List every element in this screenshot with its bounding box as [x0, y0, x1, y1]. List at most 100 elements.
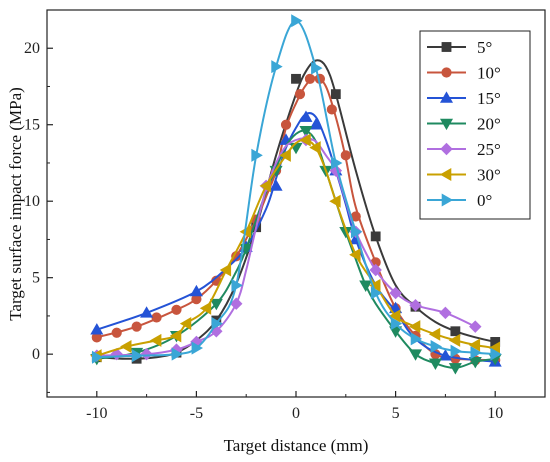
series-5-point — [369, 263, 382, 277]
series-2-point — [294, 89, 306, 100]
legend-marker — [441, 193, 454, 207]
series-6-point — [169, 329, 182, 343]
legend-marker — [439, 167, 452, 182]
legend-item: 20° — [427, 115, 501, 134]
series-7-point — [350, 225, 363, 239]
x-axis-title: Target distance (mm) — [224, 436, 369, 455]
series-7-point — [470, 346, 482, 360]
series-3-point — [299, 110, 313, 122]
series-6-point — [428, 327, 441, 341]
series-4-point — [468, 357, 482, 369]
series-6-point — [120, 340, 132, 354]
series-7-point — [171, 347, 184, 361]
series-6-point — [388, 309, 401, 323]
series-4-point — [428, 358, 442, 370]
series-3-point — [90, 323, 104, 335]
series-4-point — [359, 280, 373, 292]
series-6-point — [448, 333, 461, 347]
series-5-point — [409, 298, 422, 312]
series-2-point — [131, 321, 142, 332]
legend: 5° 10° 15° 20° 25° 30° 0° — [419, 30, 531, 220]
series-3-point — [309, 118, 323, 130]
legend-label: 0° — [477, 191, 492, 210]
series-5-point — [469, 320, 482, 333]
series-4-point — [409, 349, 423, 361]
series-2-point — [111, 327, 122, 338]
series-2-line — [96, 76, 496, 362]
series-7-point — [271, 60, 283, 74]
series-4-point — [448, 363, 462, 375]
series-3-point — [438, 349, 452, 361]
series-2-point — [171, 304, 182, 315]
series-6-point — [408, 320, 421, 334]
y-tick-label: 5 — [32, 270, 40, 287]
legend-label: 5° — [477, 38, 492, 57]
series-2-point — [340, 150, 351, 161]
legend-label: 30° — [477, 166, 501, 185]
legend-item: 25° — [427, 140, 501, 159]
legend-box — [419, 30, 531, 220]
series-6-point — [259, 179, 271, 193]
series-6-point — [349, 248, 361, 262]
y-axis-title: Target surface impact force (MPa) — [6, 87, 25, 321]
series-1-point — [291, 73, 301, 84]
series-2-point — [151, 312, 162, 323]
legend-label: 10° — [477, 64, 501, 83]
series-4-point — [209, 298, 223, 311]
series-4-point — [299, 126, 313, 138]
x-tick-label: 10 — [487, 405, 503, 422]
series-1-point — [370, 231, 381, 242]
series-1-point — [450, 326, 461, 337]
series-7-point — [430, 340, 443, 354]
legend-marker — [439, 118, 454, 131]
series-5-point — [439, 306, 452, 320]
series-7-point — [450, 344, 462, 358]
series-6-point — [369, 278, 381, 292]
series-2-point — [304, 73, 316, 84]
legend-item: 10° — [427, 64, 501, 83]
x-tick-label: -10 — [86, 405, 107, 422]
series-3-point — [189, 284, 203, 297]
series-7-point — [490, 347, 502, 361]
y-tick-label: 10 — [24, 193, 40, 210]
series-7-point — [251, 148, 263, 162]
legend-label: 20° — [477, 115, 501, 134]
series-6-point — [219, 263, 232, 277]
x-tick-label: 5 — [392, 405, 400, 422]
legend-label: 15° — [477, 89, 501, 108]
series-7-point — [211, 317, 223, 331]
series-6-point — [179, 317, 192, 331]
legend-item: 5° — [427, 38, 492, 57]
legend-marker — [441, 42, 452, 52]
x-axis: -10 -5 0 5 10 — [46, 391, 546, 422]
legend-item: 0° — [427, 191, 492, 210]
legend-item: 30° — [427, 166, 501, 185]
series-6-point — [309, 141, 321, 155]
series-7-point — [370, 286, 383, 300]
series-6-point — [199, 301, 212, 315]
series-7-point — [291, 14, 303, 28]
y-axis: 0 5 10 15 20 — [24, 9, 53, 393]
series-6-point — [329, 194, 341, 208]
series-3-point — [140, 306, 154, 318]
series-7-group — [92, 14, 502, 364]
series-6-point — [468, 338, 481, 352]
series-7-point — [191, 341, 204, 355]
series-7-point — [92, 350, 104, 364]
legend-marker — [441, 67, 452, 78]
y-tick-label: 0 — [32, 346, 40, 363]
series-6-point — [279, 148, 291, 162]
legend-marker — [439, 91, 454, 103]
series-7-point — [311, 61, 323, 75]
series-5-line — [96, 137, 476, 357]
series-6-point — [149, 333, 162, 347]
series-1-point — [330, 89, 341, 100]
legend-marker — [440, 142, 453, 156]
series-7-point — [331, 156, 343, 170]
series-layer — [90, 14, 502, 375]
series-7-point — [410, 332, 423, 346]
series-5-point — [389, 286, 402, 300]
series-5-point — [230, 297, 243, 310]
legend-label: 25° — [477, 140, 501, 159]
